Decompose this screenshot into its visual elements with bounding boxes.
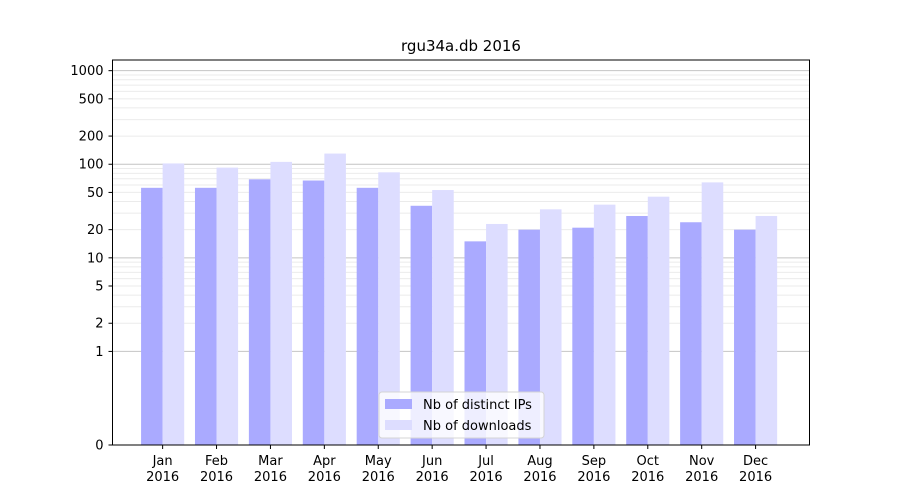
x-tick-label: Jul 2016 — [470, 454, 503, 485]
bar-distinct-ips — [410, 205, 433, 445]
x-tick-year: 2016 — [254, 470, 287, 485]
bar-downloads — [539, 209, 562, 445]
bar-distinct-ips — [356, 187, 379, 445]
x-tick-month: May — [365, 454, 392, 469]
legend-swatch-downloads — [385, 420, 412, 430]
x-tick-label: Dec 2016 — [739, 454, 772, 485]
y-tick-label: 20 — [87, 223, 104, 238]
x-tick-month: Feb — [205, 454, 228, 469]
x-tick-year: 2016 — [631, 470, 664, 485]
y-tick-label: 2 — [95, 317, 103, 332]
x-tick-month: Nov — [689, 454, 715, 469]
x-tick-label: Sep 2016 — [577, 454, 610, 485]
y-tick-label: 100 — [79, 158, 104, 173]
legend-swatch-distinct-ips — [385, 399, 412, 409]
x-tick-year: 2016 — [308, 470, 341, 485]
bar-distinct-ips — [626, 215, 648, 445]
bar-distinct-ips — [734, 229, 756, 445]
plot-frame — [112, 59, 810, 446]
x-tick-label: May 2016 — [362, 454, 395, 485]
bar-downloads — [216, 167, 239, 445]
bar-downloads — [432, 190, 454, 445]
bar-distinct-ips — [248, 179, 271, 445]
y-tick-label: 10 — [87, 251, 104, 266]
bars — [141, 153, 778, 446]
x-tick-year: 2016 — [362, 470, 395, 485]
legend-box — [378, 391, 545, 439]
bar-downloads — [324, 153, 346, 446]
legend: Nb of distinct IPs Nb of downloads — [378, 391, 545, 439]
y-tick-label: 200 — [79, 130, 104, 145]
x-tick-month: Jun — [421, 454, 442, 469]
y-axis: 0 1 2 5 10 20 50 100 200 500 1000 — [70, 64, 113, 454]
y-tick-label: 1 — [95, 345, 103, 360]
bar-downloads — [755, 215, 778, 445]
x-tick-label: Jun 2016 — [416, 454, 449, 485]
bar-downloads — [701, 182, 724, 445]
bar-downloads — [593, 204, 616, 445]
bar-distinct-ips — [194, 187, 217, 445]
bar-distinct-ips — [680, 222, 702, 445]
x-tick-month: Dec — [743, 454, 768, 469]
x-tick-label: Jan 2016 — [146, 454, 179, 485]
x-tick-label: Nov 2016 — [685, 454, 718, 485]
bar-distinct-ips — [518, 229, 540, 445]
y-tick-label: 500 — [79, 92, 104, 107]
x-tick-year: 2016 — [146, 470, 179, 485]
x-tick-month: Jul — [477, 454, 494, 469]
chart-title: rgu34a.db 2016 — [401, 37, 521, 55]
x-tick-year: 2016 — [577, 470, 610, 485]
x-tick-month: Mar — [258, 454, 283, 469]
x-tick-label: Feb 2016 — [200, 454, 233, 485]
x-tick-year: 2016 — [523, 470, 556, 485]
bar-downloads — [486, 223, 508, 445]
x-tick-label: Apr 2016 — [308, 454, 341, 485]
bar-distinct-ips — [572, 227, 594, 445]
y-tick-label: 50 — [87, 186, 104, 201]
x-tick-month: Apr — [313, 454, 336, 469]
y-tick-label: 0 — [95, 439, 103, 454]
y-tick-label: 5 — [95, 280, 103, 295]
bar-distinct-ips — [141, 187, 163, 445]
y-tick-label: 1000 — [70, 64, 103, 79]
x-tick-label: Aug 2016 — [523, 454, 556, 485]
x-tick-year: 2016 — [470, 470, 503, 485]
x-tick-label: Mar 2016 — [254, 454, 287, 485]
x-tick-year: 2016 — [416, 470, 449, 485]
x-tick-month: Sep — [582, 454, 607, 469]
x-tick-year: 2016 — [685, 470, 718, 485]
x-tick-month: Oct — [637, 454, 659, 469]
legend-label-downloads: Nb of downloads — [423, 419, 532, 434]
x-tick-label: Oct 2016 — [631, 454, 664, 485]
bar-distinct-ips — [302, 180, 325, 446]
x-tick-year: 2016 — [200, 470, 233, 485]
bar-downloads — [270, 161, 293, 445]
legend-label-distinct-ips: Nb of distinct IPs — [423, 398, 532, 413]
bar-downloads — [647, 196, 670, 445]
bar-downloads — [162, 163, 185, 445]
x-tick-month: Jan — [152, 454, 173, 469]
x-tick-month: Aug — [527, 454, 552, 469]
bar-downloads — [378, 172, 400, 446]
x-tick-year: 2016 — [739, 470, 772, 485]
